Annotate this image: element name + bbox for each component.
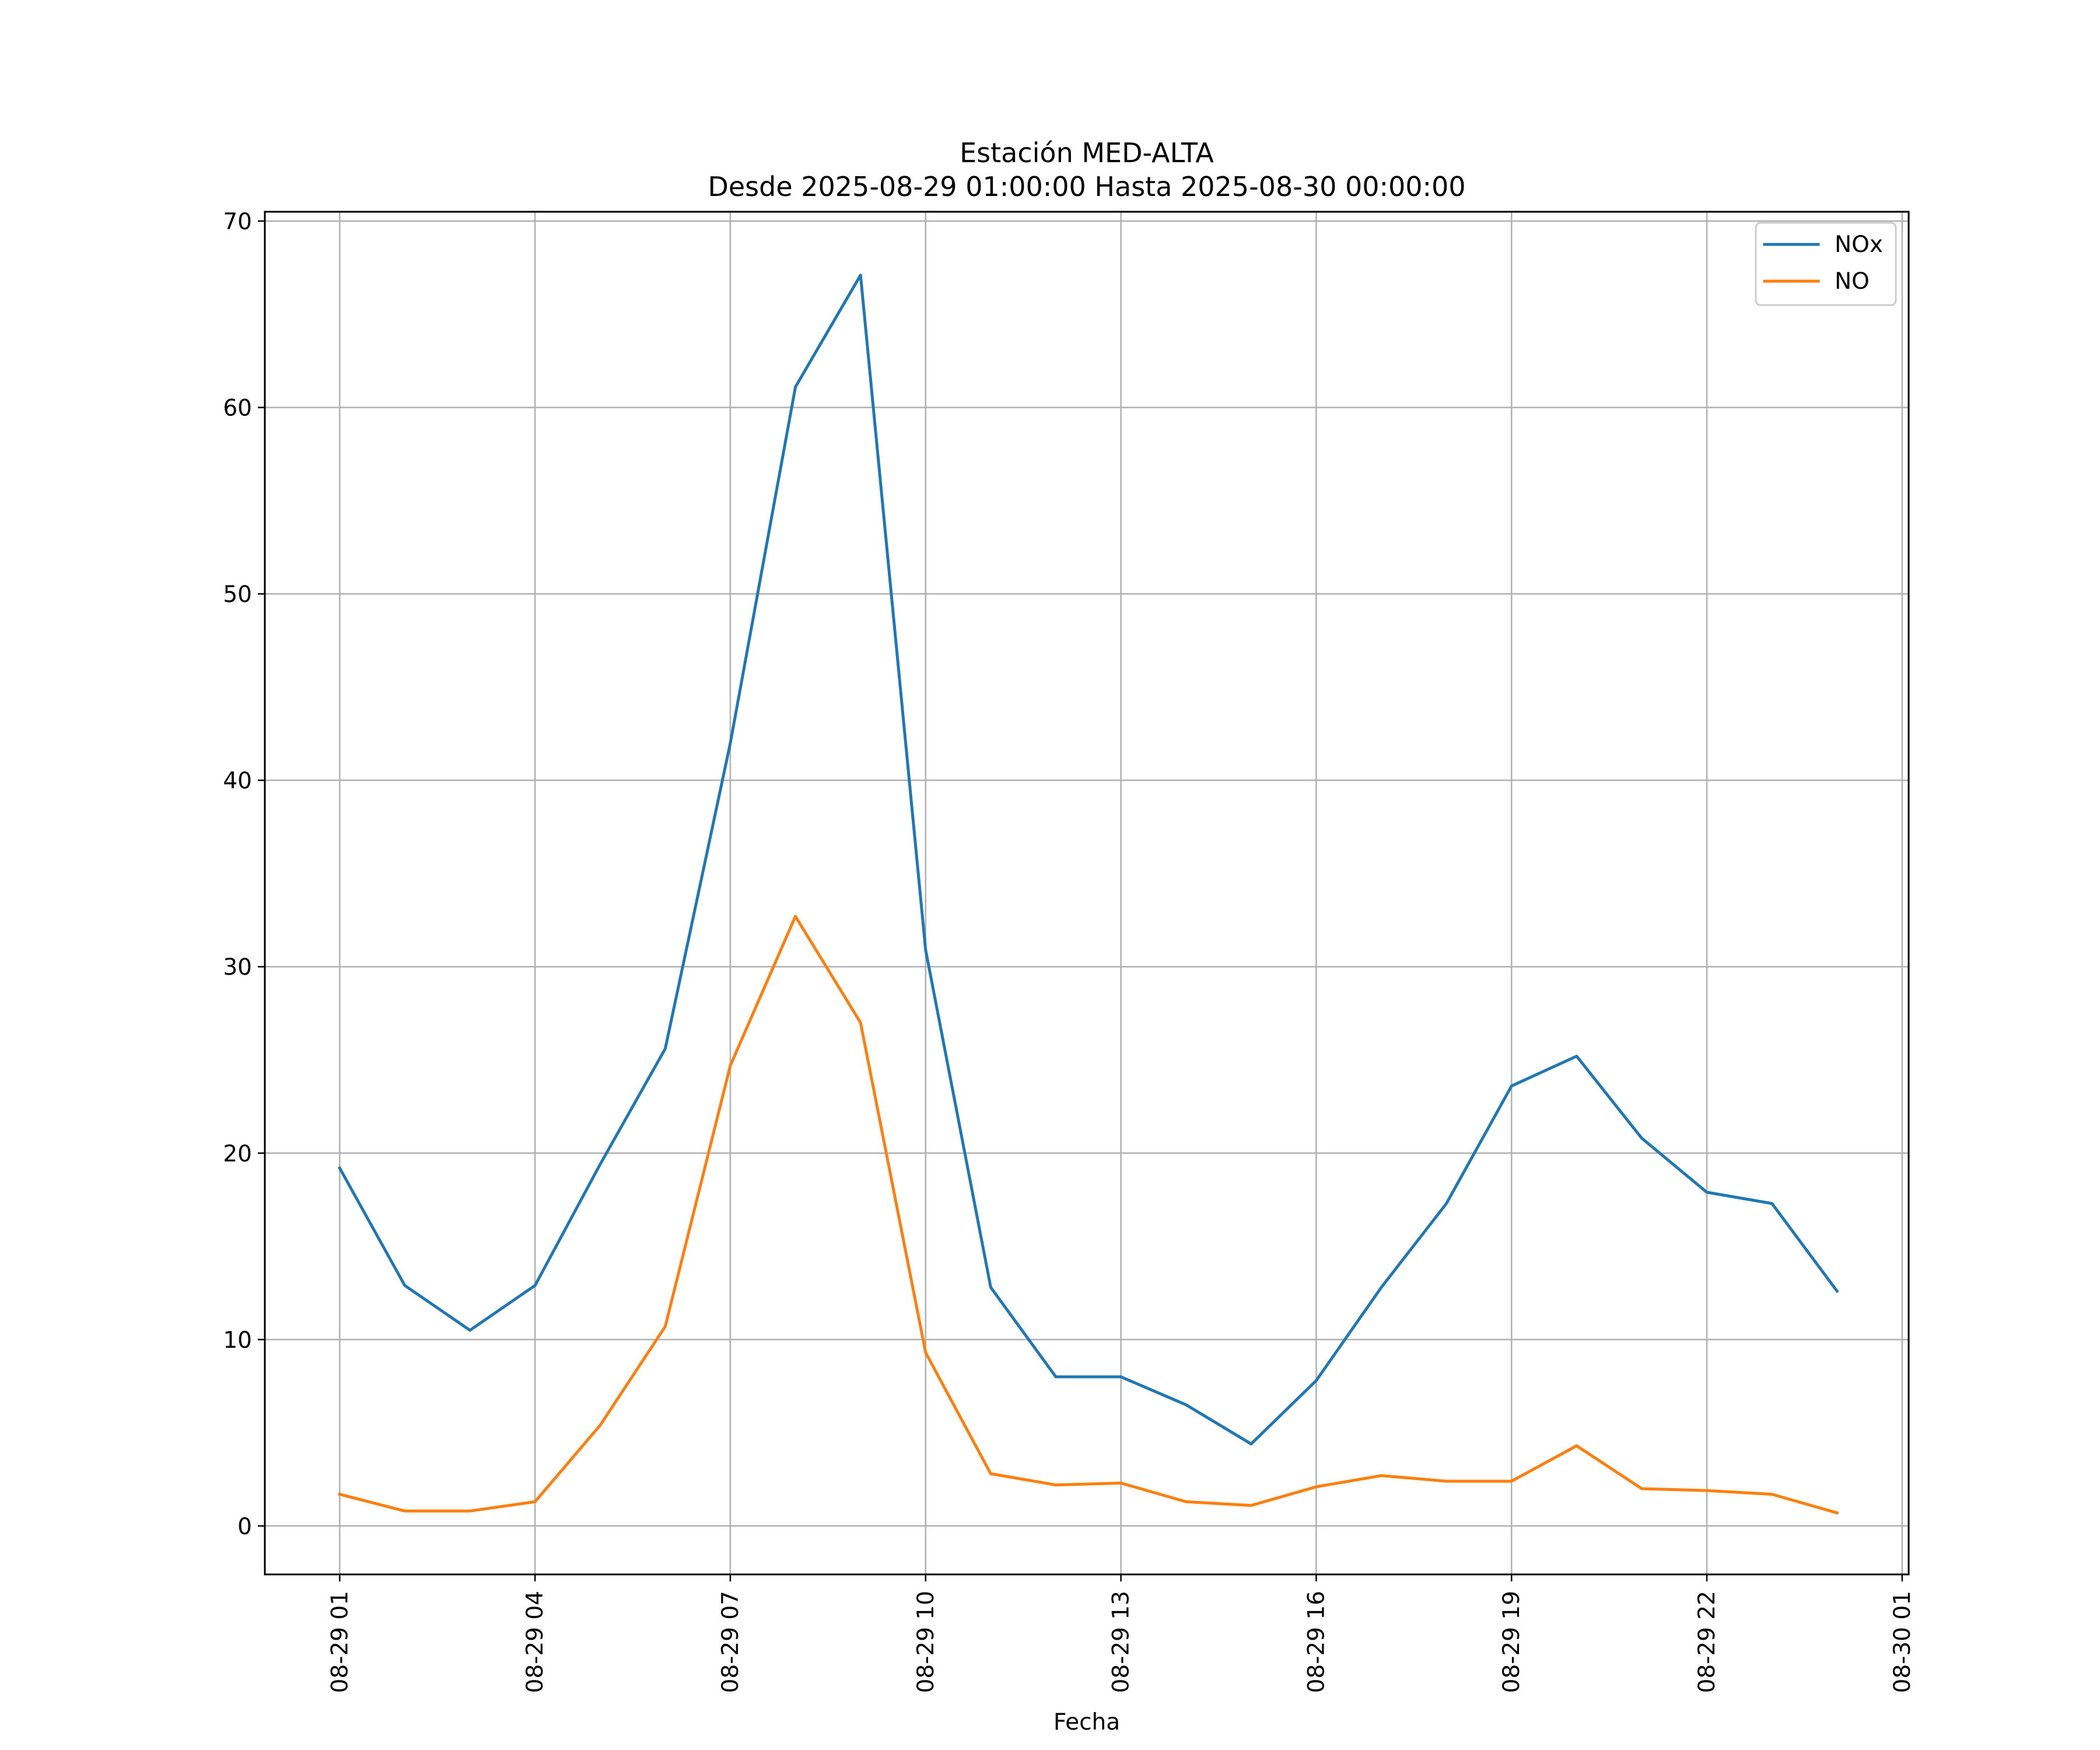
y-tick-label: 0 bbox=[237, 1514, 252, 1540]
y-tick-label: 10 bbox=[223, 1327, 252, 1353]
legend: NOx NO bbox=[1755, 222, 1897, 306]
x-tick-label: 08-30 01 bbox=[1889, 1591, 1916, 1693]
x-tick-label: 08-29 04 bbox=[522, 1591, 548, 1693]
x-tick-label: 08-29 19 bbox=[1499, 1591, 1525, 1693]
x-tick-label: 08-29 01 bbox=[327, 1591, 353, 1693]
y-tick-label: 70 bbox=[223, 209, 252, 235]
y-tick-label: 20 bbox=[223, 1141, 252, 1167]
grid bbox=[265, 212, 1909, 1574]
x-tick-label: 08-29 10 bbox=[913, 1591, 939, 1693]
legend-label-nox: NOx bbox=[1835, 232, 1883, 258]
chart-title: Estación MED-ALTA bbox=[960, 137, 1214, 169]
y-tick-label: 60 bbox=[223, 396, 252, 422]
axis-ticks: 0 10 20 30 40 50 60 70 08-29 01 08-29 04 08-29 07 0… bbox=[223, 209, 1915, 1693]
x-tick-label: 08-29 07 bbox=[718, 1591, 744, 1693]
series-lines bbox=[337, 274, 1839, 1515]
y-tick-label: 40 bbox=[223, 768, 252, 794]
series-line-nox bbox=[337, 274, 1839, 1446]
y-tick-label: 50 bbox=[223, 582, 252, 608]
x-tick-label: 08-29 13 bbox=[1108, 1591, 1135, 1693]
chart-subtitle: Desde 2025-08-29 01:00:00 Hasta 2025-08-… bbox=[708, 171, 1465, 202]
legend-label-no: NO bbox=[1835, 268, 1870, 295]
plot-area bbox=[265, 212, 1909, 1574]
x-tick-label: 08-29 22 bbox=[1694, 1591, 1720, 1693]
y-tick-label: 30 bbox=[223, 954, 252, 981]
series-line-no bbox=[338, 915, 1839, 1515]
x-tick-label: 08-29 16 bbox=[1303, 1591, 1329, 1693]
x-axis-label: Fecha bbox=[1054, 1709, 1120, 1735]
plot-frame bbox=[264, 211, 1910, 1576]
